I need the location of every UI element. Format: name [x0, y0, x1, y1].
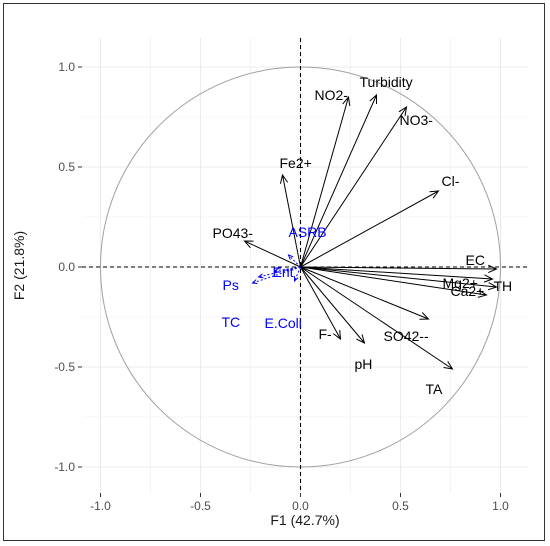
- arrowhead-Turbidity: [369, 93, 378, 105]
- arrowhead-Ca2+: [477, 289, 488, 298]
- arrow-ASRB: [288, 254, 301, 268]
- arrowhead-F-: [333, 329, 342, 341]
- y-tick-label: -0.5: [54, 360, 75, 374]
- x-tick-label: 1.0: [492, 499, 509, 513]
- arrowhead-NO2-: [342, 95, 351, 106]
- arrow-pH: [300, 266, 365, 344]
- arrow-SO42--: [300, 266, 429, 320]
- variable-label-Turbidity: Turbidity: [360, 74, 413, 90]
- arrowhead-ASRB: [287, 254, 294, 260]
- y-tick-label: -1.0: [54, 460, 75, 474]
- arrow-NO2-: [300, 96, 349, 268]
- x-tick-label: -0.5: [190, 499, 211, 513]
- y-tick-label: 0.0: [58, 260, 75, 274]
- arrowhead-SO42--: [419, 312, 430, 320]
- arrow-EC: [300, 266, 497, 270]
- variable-label-Ent: Ent: [273, 264, 294, 280]
- arrowhead-EC: [488, 264, 498, 274]
- variable-label-F-: F-: [319, 326, 333, 342]
- arrowhead-Ps: [257, 273, 264, 279]
- arrow-TH: [300, 266, 497, 288]
- variable-label-SO42--: SO42--: [384, 328, 429, 344]
- variable-label-EC: EC: [466, 252, 485, 268]
- plot-panel: [82, 38, 528, 493]
- arrow-Mg2+: [300, 266, 493, 280]
- variable-label-ASRB: ASRB: [289, 224, 327, 240]
- minor-gridlines: [82, 38, 528, 493]
- arrowhead-PO43-: [243, 240, 254, 249]
- variable-label-TH: TH: [494, 278, 513, 294]
- arrow-Turbidity: [300, 94, 377, 268]
- variable-label-NO2-: NO2-: [315, 87, 349, 103]
- arrow-TC: [252, 266, 301, 284]
- arrowhead-TH: [487, 282, 498, 291]
- arrow-PO43-: [244, 240, 301, 268]
- arrow-E.Coli: [294, 266, 301, 282]
- variable-label-Ps: Ps: [223, 277, 239, 293]
- arrowhead-Ent: [273, 267, 280, 273]
- x-tick-label: -1.0: [90, 499, 111, 513]
- x-axis-ticks: -1.0 -0.5 0.0 0.5 1.0: [90, 493, 509, 513]
- x-tick-label: 0.5: [392, 499, 409, 513]
- arrowhead-NO3-: [398, 105, 408, 116]
- variable-label-NO3-: NO3-: [400, 112, 434, 128]
- arrowhead-TC: [251, 279, 258, 284]
- chart-frame: [3, 3, 545, 541]
- x-tick-label: 0.0: [292, 499, 309, 513]
- y-axis-title: F2 (21.8%): [11, 231, 27, 300]
- arrow-Cl-: [300, 190, 439, 268]
- arrowhead-Fe2+: [279, 173, 289, 184]
- arrow-Ps: [258, 266, 301, 278]
- y-tick-label: 0.5: [58, 160, 75, 174]
- x-axis-title: F1 (42.7%): [270, 512, 339, 528]
- variable-label-TA: TA: [426, 381, 444, 397]
- variable-label-PO43-: PO43-: [213, 225, 254, 241]
- arrow-NO3-: [300, 106, 407, 268]
- variable-label-Ca2+: Ca2+: [451, 283, 485, 299]
- arrowhead-E.Coli: [293, 275, 299, 283]
- arrowhead-Mg2+: [483, 274, 494, 283]
- y-tick-label: 1.0: [58, 60, 75, 74]
- variable-label-Cl-: Cl-: [442, 173, 460, 189]
- arrow-F-: [300, 266, 341, 340]
- variable-label-pH: pH: [355, 356, 373, 372]
- arrow-TA: [300, 266, 453, 370]
- variable-label-TC: TC: [222, 314, 241, 330]
- variable-label-Fe2+: Fe2+: [280, 155, 312, 171]
- arrow-Ca2+: [300, 266, 487, 296]
- variable-label-E.Coli: E.Coli: [265, 315, 302, 331]
- arrowhead-pH: [356, 334, 366, 344]
- arrow-Fe2+: [282, 174, 301, 268]
- y-axis-ticks: -1.0 -0.5 0.0 0.5 1.0: [54, 60, 82, 474]
- variable-labels: Turbidity NO2- NO3- Fe2+ Cl- EC TH Mg2+Ca2+ SO42…: [213, 74, 513, 397]
- variable-label-Mg2+: Mg2+: [443, 275, 478, 291]
- arrowhead-Cl-: [429, 190, 440, 199]
- arrowhead-TA: [443, 361, 454, 370]
- variable-arrows: [243, 93, 498, 370]
